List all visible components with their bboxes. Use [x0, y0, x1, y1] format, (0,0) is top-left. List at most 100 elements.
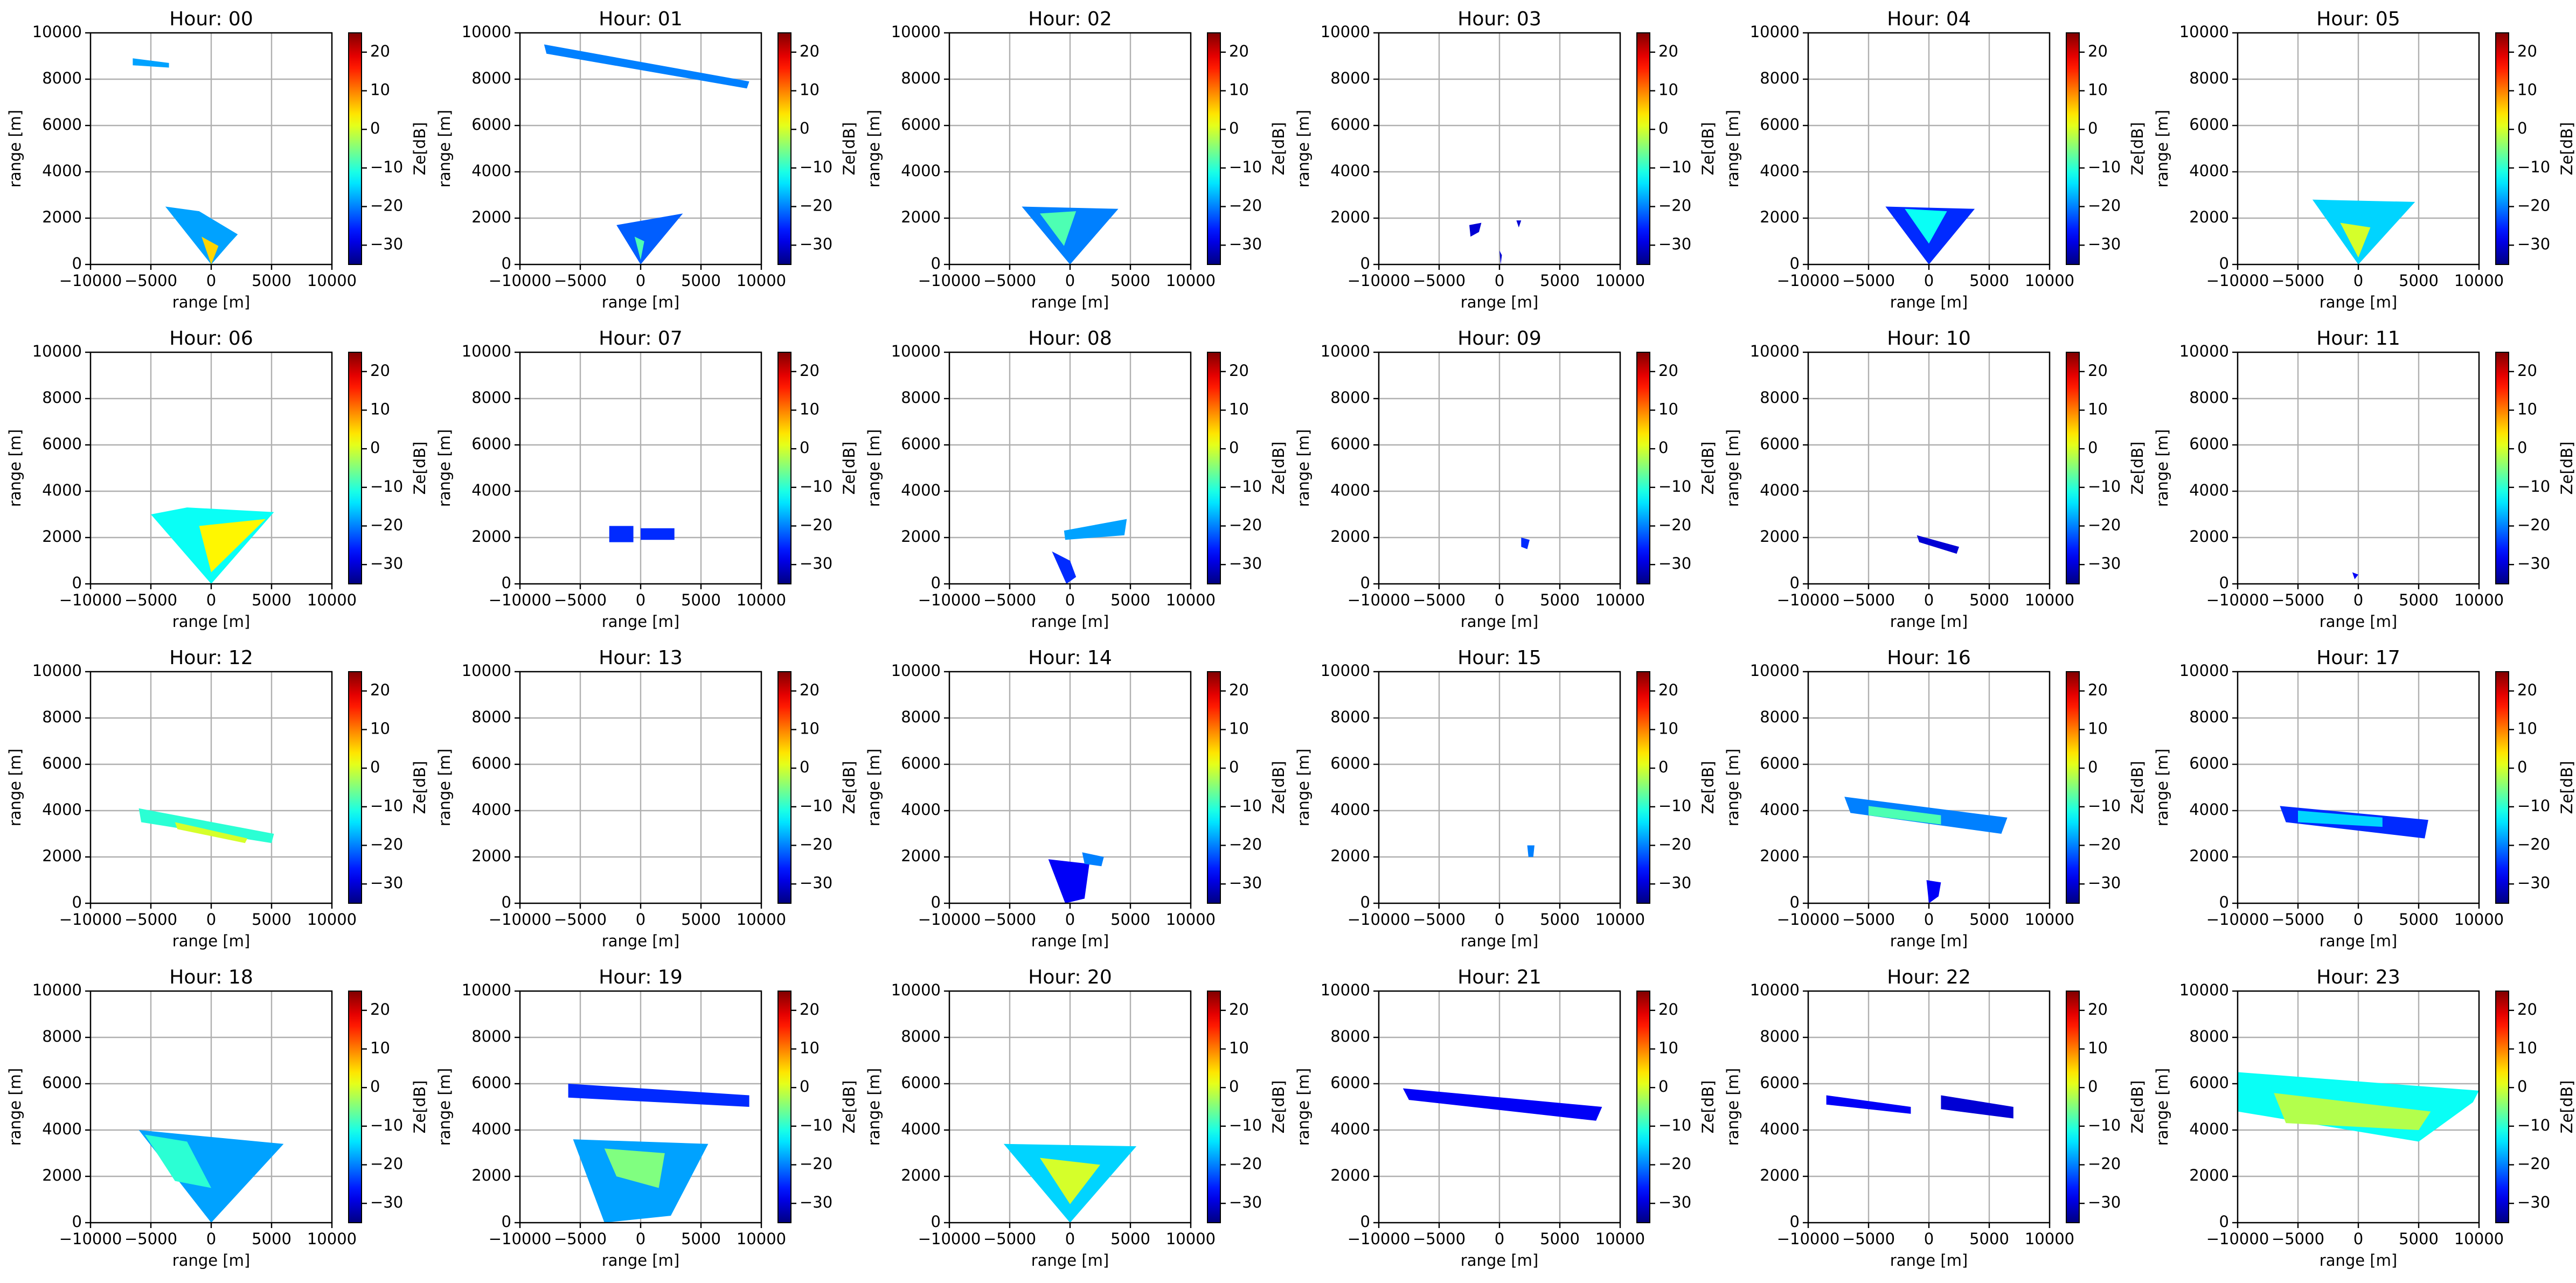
y-tick-label: 4000: [2189, 800, 2229, 819]
y-tick-label: 8000: [1330, 1027, 1370, 1045]
colorbar-label: Ze[dB]: [2558, 442, 2576, 495]
x-tick-label: −5000: [983, 591, 1036, 609]
y-tick-label: 8000: [901, 388, 941, 407]
colorbar-tick-label: 10: [2088, 1039, 2108, 1057]
y-tick-label: 8000: [471, 1027, 511, 1045]
subplot-title: Hour: 20: [1028, 966, 1112, 988]
y-tick-label: 0: [1790, 893, 1800, 911]
x-tick-label: 0: [636, 271, 645, 290]
echo-region: [634, 236, 644, 260]
colorbar-tick-label: 10: [2088, 400, 2108, 419]
x-axis-label: range [m]: [602, 1251, 679, 1270]
colorbar-tick-label: −10: [1229, 158, 1262, 176]
y-tick-label: 10000: [1321, 661, 1370, 680]
y-tick-label: 4000: [1760, 162, 1800, 180]
x-tick-label: −5000: [1413, 910, 1466, 929]
y-tick-label: 0: [502, 254, 511, 273]
colorbar-tick-label: 20: [1658, 1000, 1678, 1019]
y-tick-label: 0: [502, 893, 511, 911]
echo-layer: [133, 58, 238, 264]
x-tick-label: 5000: [681, 1230, 721, 1248]
y-tick-label: 2000: [42, 847, 82, 865]
colorbar-tick-label: −10: [2088, 477, 2121, 496]
colorbar-tick-label: 20: [2517, 42, 2537, 60]
subplot-title: Hour: 08: [1028, 327, 1112, 350]
x-tick-label: 10000: [737, 591, 786, 609]
colorbar-tick-label: 10: [370, 400, 390, 419]
colorbar-tick-label: 10: [370, 1039, 390, 1057]
y-tick-label: 6000: [42, 1073, 82, 1092]
colorbar-label: Ze[dB]: [2558, 761, 2576, 814]
y-tick-label: 4000: [1330, 1120, 1370, 1138]
colorbar-tick-label: 20: [800, 1000, 820, 1019]
x-tick-label: 5000: [1969, 910, 2009, 929]
subplot-title: Hour: 09: [1457, 327, 1541, 350]
colorbar-tick-label: 10: [1658, 1039, 1678, 1057]
y-axis-label: range [m]: [435, 749, 454, 826]
colorbar-tick-label: −20: [800, 516, 832, 534]
y-axis-label: range [m]: [1724, 429, 1742, 507]
subplot-title: Hour: 15: [1457, 647, 1541, 669]
colorbar-tick-label: 20: [1658, 361, 1678, 380]
y-tick-label: 0: [1360, 574, 1370, 592]
colorbar-tick-label: −10: [370, 158, 403, 176]
y-tick-label: 0: [2219, 254, 2229, 273]
x-tick-label: 0: [206, 591, 216, 609]
colorbar-tick-label: 0: [2088, 1077, 2098, 1096]
colorbar-label: Ze[dB]: [2128, 761, 2147, 814]
x-tick-label: 5000: [1969, 1230, 2009, 1248]
colorbar-tick-label: 20: [2517, 361, 2537, 380]
y-tick-label: 0: [931, 574, 941, 592]
colorbar: [348, 352, 362, 584]
y-tick-label: 4000: [42, 1120, 82, 1138]
colorbar-tick-label: −30: [2517, 1193, 2550, 1211]
colorbar-tick-label: 0: [1229, 758, 1239, 776]
x-tick-label: 10000: [2025, 591, 2074, 609]
colorbar-tick-label: −30: [1658, 1193, 1691, 1211]
x-tick-label: 0: [636, 910, 645, 929]
y-tick-label: 2000: [1760, 847, 1800, 865]
x-tick-label: −10000: [59, 591, 122, 609]
colorbar-label: Ze[dB]: [840, 442, 858, 495]
subplot-title: Hour: 21: [1457, 966, 1541, 988]
colorbar-tick-label: −10: [1658, 158, 1691, 176]
echo-region: [1040, 1158, 1100, 1204]
x-axis-label: range [m]: [172, 612, 250, 631]
colorbar-tick-label: 10: [1229, 400, 1249, 419]
colorbar-tick-label: 20: [370, 42, 390, 60]
colorbar-label: Ze[dB]: [411, 122, 429, 176]
x-tick-label: 0: [2353, 591, 2363, 609]
echo-region: [2352, 572, 2358, 580]
colorbar: [1207, 352, 1221, 584]
echo-region: [1402, 1088, 1602, 1121]
echo-layer: [2312, 199, 2415, 264]
x-tick-label: 0: [206, 910, 216, 929]
y-tick-label: 2000: [901, 208, 941, 226]
y-tick-label: 10000: [891, 981, 941, 999]
y-tick-label: 0: [1360, 1212, 1370, 1231]
colorbar-tick-label: −10: [800, 797, 832, 815]
y-tick-label: 10000: [1750, 23, 1800, 41]
y-tick-label: 4000: [1330, 800, 1370, 819]
y-tick-label: 4000: [901, 162, 941, 180]
x-tick-label: −10000: [489, 271, 552, 290]
subplot: Hour: 12 −10000 −5000 0 5000 10000 0 2000 4000 60…: [6, 647, 429, 950]
echo-region: [616, 213, 683, 264]
x-tick-label: 10000: [737, 271, 786, 290]
y-axis-label: range [m]: [435, 1068, 454, 1146]
colorbar-tick-label: 10: [2088, 81, 2108, 99]
x-tick-label: 10000: [307, 591, 357, 609]
colorbar-label: Ze[dB]: [1269, 1080, 1288, 1134]
colorbar-tick-label: −10: [2517, 797, 2550, 815]
y-tick-label: 2000: [1760, 1166, 1800, 1184]
x-axis-label: range [m]: [602, 932, 679, 950]
colorbar-tick-label: −30: [370, 554, 403, 573]
y-tick-label: 0: [1790, 574, 1800, 592]
subplot-title: Hour: 10: [1887, 327, 1970, 350]
y-tick-label: 0: [1360, 893, 1370, 911]
x-tick-label: −10000: [489, 591, 552, 609]
colorbar-tick-label: 10: [2517, 400, 2537, 419]
x-tick-label: 0: [1924, 271, 1934, 290]
y-tick-label: 8000: [1330, 69, 1370, 87]
y-axis-label: range [m]: [6, 110, 24, 187]
